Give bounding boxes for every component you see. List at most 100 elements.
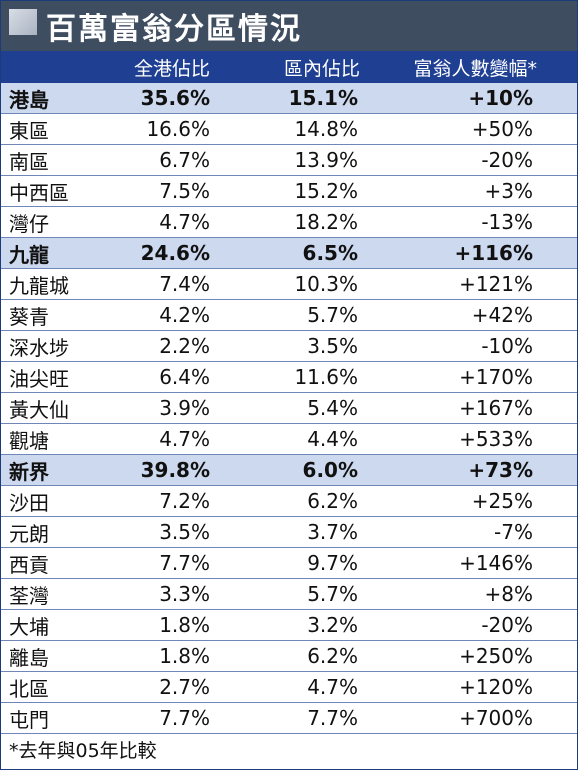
- footnote: *去年與05年比較: [9, 739, 157, 762]
- share-region-value: 7.7%: [307, 706, 358, 730]
- share-hk-value: 3.5%: [159, 520, 210, 544]
- region-row: 九龍 24.6% 6.5% +116%: [1, 238, 577, 269]
- share-hk-value: 7.5%: [159, 179, 210, 203]
- share-region-value: 6.5%: [302, 241, 358, 265]
- change-value: +121%: [459, 272, 533, 296]
- share-hk-value: 16.6%: [146, 117, 210, 141]
- column-header-share-hk: 全港佔比: [133, 57, 210, 80]
- column-header-row: 全港佔比 區內佔比 富翁人數變幅*: [1, 51, 577, 83]
- share-hk-value: 1.8%: [159, 644, 210, 668]
- share-region-value: 13.9%: [294, 148, 358, 172]
- change-value: -10%: [481, 334, 533, 358]
- table-row: 東區 16.6% 14.8% +50%: [1, 114, 577, 145]
- share-hk-value: 4.7%: [159, 210, 210, 234]
- table-row: 南區 6.7% 13.9% -20%: [1, 145, 577, 176]
- district-name: 沙田: [9, 490, 49, 515]
- region-row: 港島 35.6% 15.1% +10%: [1, 83, 577, 114]
- share-region-value: 6.2%: [307, 489, 358, 513]
- share-hk-value: 7.4%: [159, 272, 210, 296]
- table-row: 沙田 7.2% 6.2% +25%: [1, 486, 577, 517]
- table-row: 西貢 7.7% 9.7% +146%: [1, 548, 577, 579]
- district-name: 荃灣: [9, 583, 49, 608]
- change-value: -20%: [481, 148, 533, 172]
- table-row: 九龍城 7.4% 10.3% +121%: [1, 269, 577, 300]
- change-value: -13%: [481, 210, 533, 234]
- table-row: 灣仔 4.7% 18.2% -13%: [1, 207, 577, 238]
- district-name: 觀塘: [9, 428, 49, 453]
- share-region-value: 6.2%: [307, 644, 358, 668]
- share-region-value: 9.7%: [307, 551, 358, 575]
- district-name: 葵青: [9, 304, 49, 329]
- change-value: +116%: [454, 241, 533, 265]
- district-name: 屯門: [9, 707, 49, 732]
- share-region-value: 10.3%: [294, 272, 358, 296]
- district-name: 元朗: [9, 521, 49, 546]
- share-hk-value: 4.2%: [159, 303, 210, 327]
- title-bar: 百萬富翁分區情況: [1, 1, 577, 51]
- change-value: +10%: [468, 86, 533, 110]
- district-name: 東區: [9, 118, 49, 143]
- share-hk-value: 3.9%: [159, 396, 210, 420]
- change-value: +533%: [459, 427, 533, 451]
- share-region-value: 4.7%: [307, 675, 358, 699]
- district-name: 北區: [9, 676, 49, 701]
- share-region-value: 15.2%: [294, 179, 358, 203]
- share-hk-value: 2.7%: [159, 675, 210, 699]
- district-name: 港島: [9, 87, 49, 112]
- table-row: 大埔 1.8% 3.2% -20%: [1, 610, 577, 641]
- share-region-value: 5.7%: [307, 582, 358, 606]
- share-hk-value: 7.7%: [159, 551, 210, 575]
- share-hk-value: 24.6%: [140, 241, 210, 265]
- table-row: 中西區 7.5% 15.2% +3%: [1, 176, 577, 207]
- share-region-value: 5.4%: [307, 396, 358, 420]
- share-hk-value: 7.2%: [159, 489, 210, 513]
- share-hk-value: 2.2%: [159, 334, 210, 358]
- change-value: +167%: [459, 396, 533, 420]
- table-row: 葵青 4.2% 5.7% +42%: [1, 300, 577, 331]
- change-value: -20%: [481, 613, 533, 637]
- change-value: +170%: [459, 365, 533, 389]
- share-hk-value: 39.8%: [140, 458, 210, 482]
- table-row: 油尖旺 6.4% 11.6% +170%: [1, 362, 577, 393]
- change-value: +3%: [484, 179, 534, 203]
- share-region-value: 4.4%: [307, 427, 358, 451]
- table-title: 百萬富翁分區情況: [46, 12, 302, 47]
- column-header-change: 富翁人數變幅*: [413, 57, 537, 80]
- share-region-value: 5.7%: [307, 303, 358, 327]
- district-name: 油尖旺: [9, 366, 69, 391]
- table-row: 屯門 7.7% 7.7% +700%: [1, 703, 577, 734]
- share-region-value: 14.8%: [294, 117, 358, 141]
- district-name: 離島: [9, 645, 49, 670]
- corner-mark-icon: [9, 9, 37, 35]
- change-value: +250%: [459, 644, 533, 668]
- share-hk-value: 6.4%: [159, 365, 210, 389]
- share-region-value: 15.1%: [288, 86, 358, 110]
- share-hk-value: 35.6%: [140, 86, 210, 110]
- column-header-share-region: 區內佔比: [283, 57, 360, 80]
- share-region-value: 6.0%: [302, 458, 358, 482]
- table-row: 北區 2.7% 4.7% +120%: [1, 672, 577, 703]
- change-value: +73%: [468, 458, 533, 482]
- district-name: 中西區: [9, 180, 69, 205]
- district-name: 南區: [9, 149, 49, 174]
- change-value: +50%: [471, 117, 533, 141]
- table-row: 黃大仙 3.9% 5.4% +167%: [1, 393, 577, 424]
- change-value: +42%: [471, 303, 533, 327]
- share-region-value: 11.6%: [294, 365, 358, 389]
- share-region-value: 18.2%: [294, 210, 358, 234]
- change-value: +8%: [484, 582, 534, 606]
- table-row: 觀塘 4.7% 4.4% +533%: [1, 424, 577, 455]
- share-region-value: 3.2%: [307, 613, 358, 637]
- share-hk-value: 6.7%: [159, 148, 210, 172]
- share-region-value: 3.7%: [307, 520, 358, 544]
- district-name: 深水埗: [9, 335, 69, 360]
- table-row: 元朗 3.5% 3.7% -7%: [1, 517, 577, 548]
- district-name: 灣仔: [9, 211, 49, 236]
- district-name: 大埔: [9, 614, 49, 639]
- share-hk-value: 4.7%: [159, 427, 210, 451]
- table-row: 離島 1.8% 6.2% +250%: [1, 641, 577, 672]
- share-region-value: 3.5%: [307, 334, 358, 358]
- share-hk-value: 3.3%: [159, 582, 210, 606]
- change-value: +146%: [459, 551, 533, 575]
